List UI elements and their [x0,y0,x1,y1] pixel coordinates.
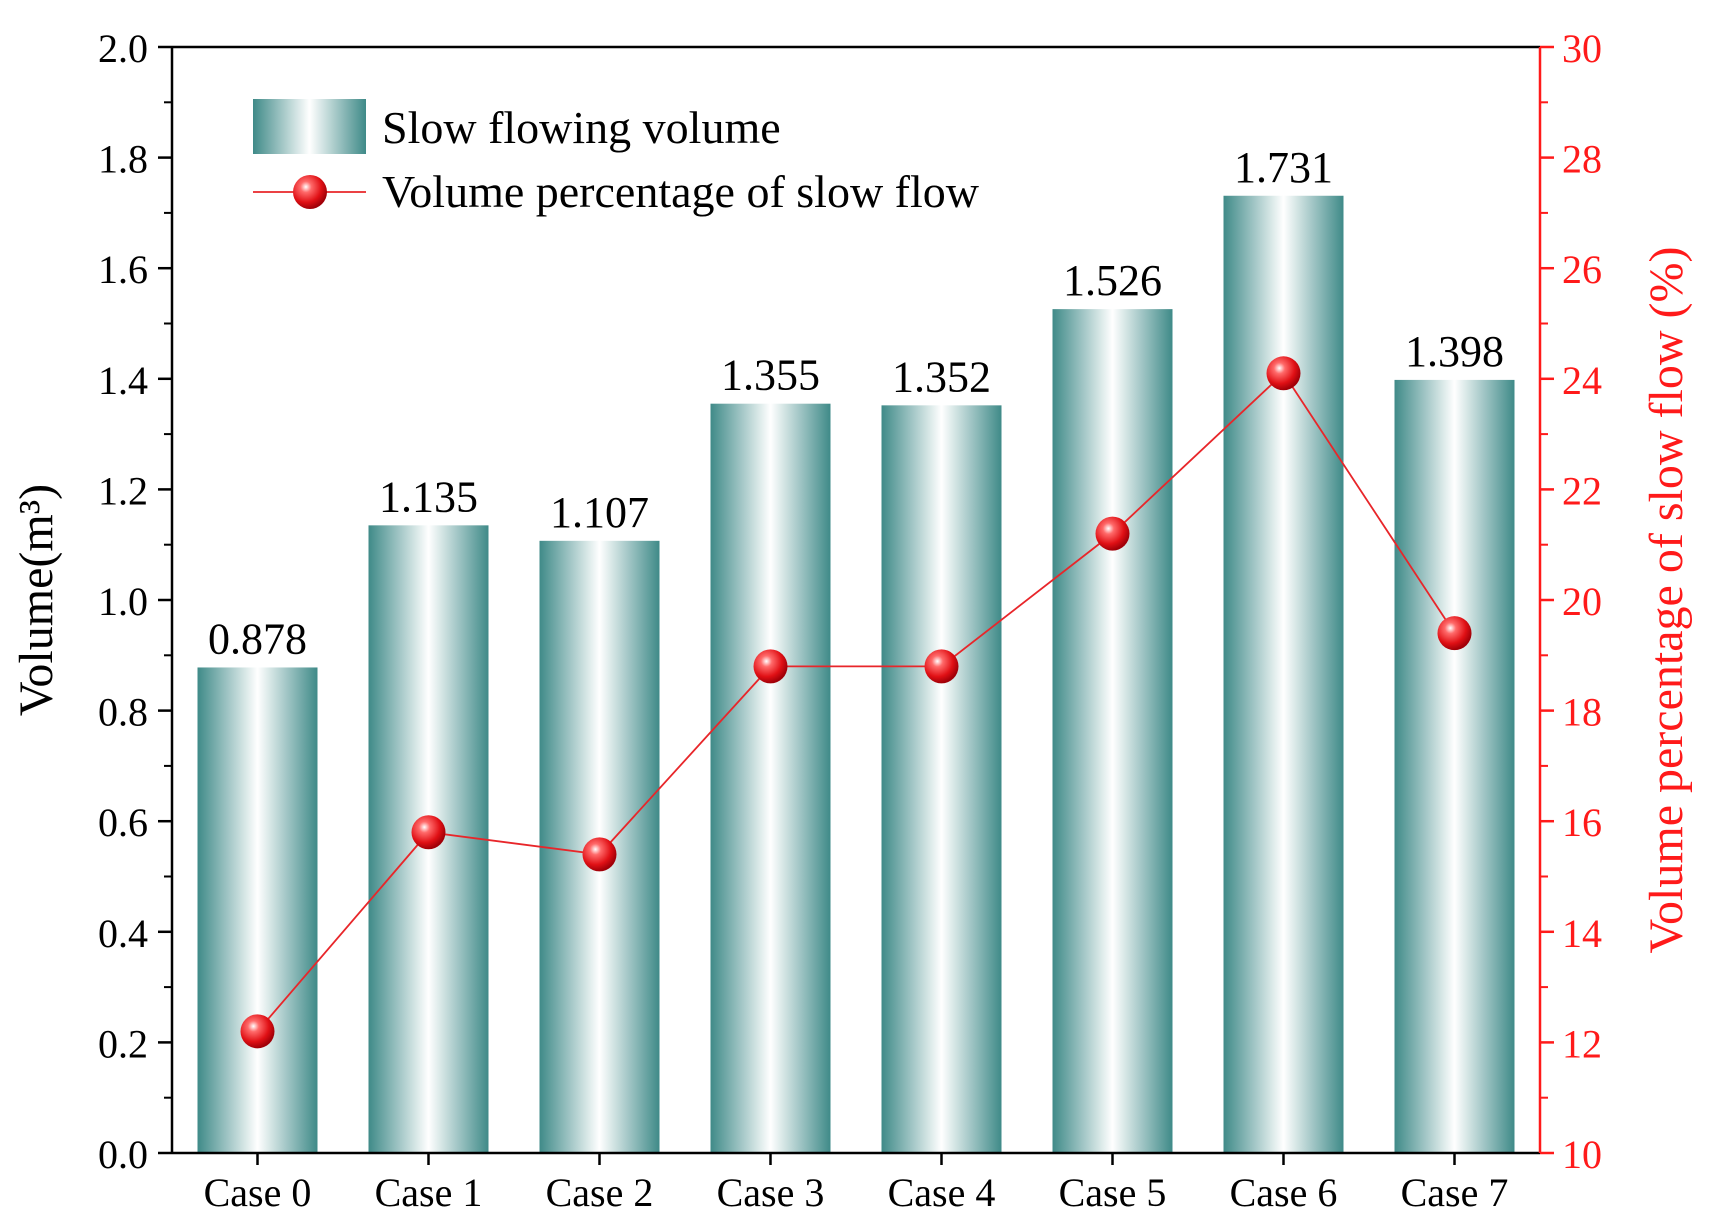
x-tick-label-7: Case 7 [1401,1170,1509,1215]
right-tick-label-5: 20 [1562,579,1602,624]
bar-value-label-7: 1.398 [1405,327,1504,376]
bar-3 [710,403,831,1153]
axes-layer: 0.0 0.2 0.4 0.6 0.8 1.0 1.2 1.4 1.6 1.8 2.0 10 12 14 1… [10,26,1693,1215]
percentage-marker-4 [924,649,959,684]
line-layer [240,356,1472,1049]
percentage-marker-6 [1266,356,1301,391]
right-tick-label-3: 16 [1562,800,1602,845]
bar-value-label-0: 0.878 [208,614,307,663]
x-tick-label-0: Case 0 [204,1170,312,1215]
left-tick-label-0: 0.0 [98,1132,148,1177]
percentage-marker-7 [1437,616,1472,651]
bar-value-label-1: 1.135 [379,472,478,521]
legend-line-marker [293,175,327,209]
right-tick-label-10: 30 [1562,26,1602,71]
right-tick-label-0: 10 [1562,1132,1602,1177]
bar-value-label-5: 1.526 [1063,256,1162,305]
bar-value-label-3: 1.355 [721,351,820,400]
bar-value-label-2: 1.107 [550,488,649,537]
bar-5 [1052,309,1173,1153]
left-tick-label-8: 1.6 [98,247,148,292]
x-tick-label-3: Case 3 [717,1170,825,1215]
x-tick-label-4: Case 4 [888,1170,996,1215]
left-tick-label-10: 2.0 [98,26,148,71]
left-tick-label-2: 0.4 [98,911,148,956]
percentage-marker-2 [582,837,617,872]
x-tick-label-1: Case 1 [375,1170,483,1215]
x-tick-label-2: Case 2 [546,1170,654,1215]
bar-6 [1223,195,1344,1153]
y-axis-right-title: Volume percentage of slow flow (%) [1640,247,1693,954]
left-tick-label-7: 1.4 [98,358,148,403]
bar-0 [197,667,318,1153]
right-tick-label-6: 22 [1562,468,1602,513]
percentage-line [256,371,1456,1032]
x-tick-label-5: Case 5 [1059,1170,1167,1215]
legend-line-label: Volume percentage of slow flow [382,166,980,217]
right-tick-label-9: 28 [1562,137,1602,182]
right-tick-label-7: 24 [1562,358,1602,403]
right-tick-label-1: 12 [1562,1021,1602,1066]
y-axis-left-title: Volume(m³) [10,484,63,716]
left-tick-label-4: 0.8 [98,690,148,735]
percentage-marker-1 [411,815,446,850]
left-tick-label-5: 1.0 [98,579,148,624]
percentage-marker-0 [240,1014,275,1049]
left-tick-label-3: 0.6 [98,800,148,845]
bar-7 [1394,379,1515,1153]
right-tick-label-4: 18 [1562,690,1602,735]
legend: Slow flowing volume Volume percentage of … [253,99,980,217]
legend-bar-swatch [253,99,366,154]
right-tick-label-8: 26 [1562,247,1602,292]
legend-bar-label: Slow flowing volume [382,102,781,153]
left-tick-label-1: 0.2 [98,1021,148,1066]
bars-layer: 0.878 1.135 1.107 1.355 1.352 1.526 1.731 1.398 [197,143,1515,1153]
bar-4 [881,405,1002,1153]
bar-value-label-4: 1.352 [892,352,991,401]
x-tick-label-6: Case 6 [1230,1170,1338,1215]
bar-value-label-6: 1.731 [1234,143,1333,192]
left-tick-label-9: 1.8 [98,137,148,182]
percentage-marker-5 [1095,516,1130,551]
percentage-marker-3 [753,649,788,684]
right-tick-label-2: 14 [1562,911,1602,956]
left-tick-label-6: 1.2 [98,468,148,513]
